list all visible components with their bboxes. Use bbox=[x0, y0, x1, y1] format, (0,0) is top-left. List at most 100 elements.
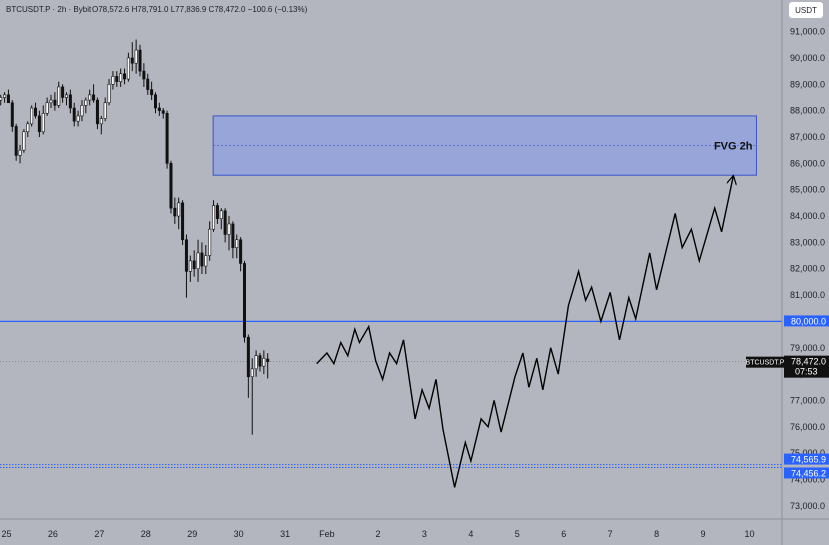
candle[interactable] bbox=[10, 100, 14, 132]
candle[interactable] bbox=[80, 100, 84, 122]
symbol-header[interactable]: BTCUSDT.P · 2h · Bybit bbox=[6, 5, 92, 14]
candle[interactable] bbox=[200, 242, 204, 274]
candle[interactable] bbox=[181, 200, 185, 246]
x-tick-label: 10 bbox=[744, 529, 754, 539]
candle[interactable] bbox=[119, 68, 123, 87]
candle[interactable] bbox=[138, 44, 142, 77]
candle-body bbox=[146, 78, 150, 90]
candle[interactable] bbox=[165, 110, 169, 169]
candle[interactable] bbox=[212, 200, 216, 232]
candle[interactable] bbox=[239, 237, 243, 272]
candle[interactable] bbox=[204, 245, 208, 274]
x-tick-label: 3 bbox=[422, 529, 427, 539]
candle[interactable] bbox=[49, 94, 53, 109]
ohlc-header: O78,572.6 H78,791.0 L77,836.9 C78,472.0 … bbox=[92, 5, 308, 14]
candle[interactable] bbox=[235, 234, 239, 259]
time-axis[interactable]: 25 26 27 28 29 30 31 Feb 2 3 4 5 6 7 8 9 10 bbox=[1, 529, 754, 539]
candle[interactable] bbox=[68, 89, 72, 114]
candle[interactable] bbox=[246, 334, 250, 398]
candle[interactable] bbox=[111, 71, 115, 90]
candle[interactable] bbox=[126, 52, 130, 82]
candle[interactable] bbox=[231, 221, 235, 259]
candle[interactable] bbox=[72, 102, 76, 127]
candle[interactable] bbox=[150, 81, 154, 101]
candle[interactable] bbox=[26, 121, 30, 137]
candle[interactable] bbox=[177, 197, 181, 230]
candle-body bbox=[103, 102, 107, 119]
candle[interactable] bbox=[142, 63, 146, 87]
candle[interactable] bbox=[173, 197, 177, 224]
candle-body bbox=[184, 239, 188, 272]
candle[interactable] bbox=[41, 105, 45, 135]
candle[interactable] bbox=[84, 97, 88, 114]
y-tick-label: 89,000.0 bbox=[790, 79, 825, 89]
x-tick-label: 31 bbox=[280, 529, 290, 539]
candle[interactable] bbox=[192, 250, 196, 277]
candle[interactable] bbox=[30, 105, 34, 127]
candle[interactable] bbox=[227, 216, 231, 251]
candle[interactable] bbox=[76, 110, 80, 127]
candle[interactable] bbox=[219, 208, 223, 230]
y-tick-label: 76,000.0 bbox=[790, 422, 825, 432]
candle-body bbox=[242, 263, 246, 338]
candle[interactable] bbox=[95, 97, 99, 130]
candle[interactable] bbox=[88, 89, 92, 106]
candle[interactable] bbox=[250, 358, 254, 435]
candle[interactable] bbox=[22, 129, 26, 153]
candle[interactable] bbox=[64, 92, 68, 106]
currency-badge[interactable]: USDT bbox=[789, 2, 823, 18]
candle[interactable] bbox=[53, 92, 57, 111]
candle[interactable] bbox=[262, 350, 266, 375]
price-tag-label: 78,472.0 bbox=[791, 357, 826, 367]
candle[interactable] bbox=[184, 234, 188, 298]
projection-path[interactable] bbox=[316, 177, 734, 488]
candle[interactable] bbox=[115, 71, 119, 87]
candle[interactable] bbox=[153, 92, 157, 114]
candle[interactable] bbox=[223, 208, 227, 243]
candle-body bbox=[142, 70, 146, 80]
candle[interactable] bbox=[157, 102, 161, 116]
candle[interactable] bbox=[130, 42, 134, 72]
candle-body bbox=[107, 84, 111, 104]
candle[interactable] bbox=[161, 108, 165, 119]
x-tick-label: 2 bbox=[375, 529, 380, 539]
candle[interactable] bbox=[266, 353, 270, 379]
candle[interactable] bbox=[123, 68, 127, 85]
last-price-tag[interactable]: BTCUSDT.P 78,472.007:53 bbox=[746, 355, 829, 378]
candle[interactable] bbox=[188, 255, 192, 282]
candles[interactable] bbox=[0, 39, 270, 435]
candle-body bbox=[153, 94, 157, 109]
candle[interactable] bbox=[37, 110, 41, 137]
candle[interactable] bbox=[57, 81, 61, 109]
candle[interactable] bbox=[134, 39, 138, 74]
candle[interactable] bbox=[169, 160, 173, 214]
candle[interactable] bbox=[6, 89, 10, 104]
candle[interactable] bbox=[208, 221, 212, 261]
candle[interactable] bbox=[107, 79, 111, 106]
level-tag-2[interactable]: 74,456.2 bbox=[784, 467, 829, 479]
candle[interactable] bbox=[215, 202, 219, 224]
candle[interactable] bbox=[146, 73, 150, 95]
candle[interactable] bbox=[61, 84, 65, 103]
candle[interactable] bbox=[0, 94, 3, 106]
candle[interactable] bbox=[254, 350, 258, 377]
x-tick-label: 28 bbox=[141, 529, 151, 539]
x-tick-label: 29 bbox=[187, 529, 197, 539]
candle[interactable] bbox=[14, 123, 18, 161]
price-axis[interactable]: 91,000.0 90,000.0 89,000.0 88,000.0 87,000.0… bbox=[790, 27, 825, 511]
candle-body bbox=[223, 210, 227, 235]
level-tag-0[interactable]: 80,000.0 bbox=[784, 315, 829, 327]
candle[interactable] bbox=[3, 92, 7, 103]
candle[interactable] bbox=[18, 144, 22, 164]
candle[interactable] bbox=[99, 115, 103, 135]
candle[interactable] bbox=[92, 84, 96, 103]
candle[interactable] bbox=[34, 102, 38, 119]
candle[interactable] bbox=[103, 97, 107, 122]
candle[interactable] bbox=[45, 97, 49, 116]
candle[interactable] bbox=[196, 239, 200, 282]
candle[interactable] bbox=[242, 260, 246, 343]
candle[interactable] bbox=[258, 353, 262, 372]
level-tag-1[interactable]: 74,565.9 bbox=[784, 453, 829, 465]
